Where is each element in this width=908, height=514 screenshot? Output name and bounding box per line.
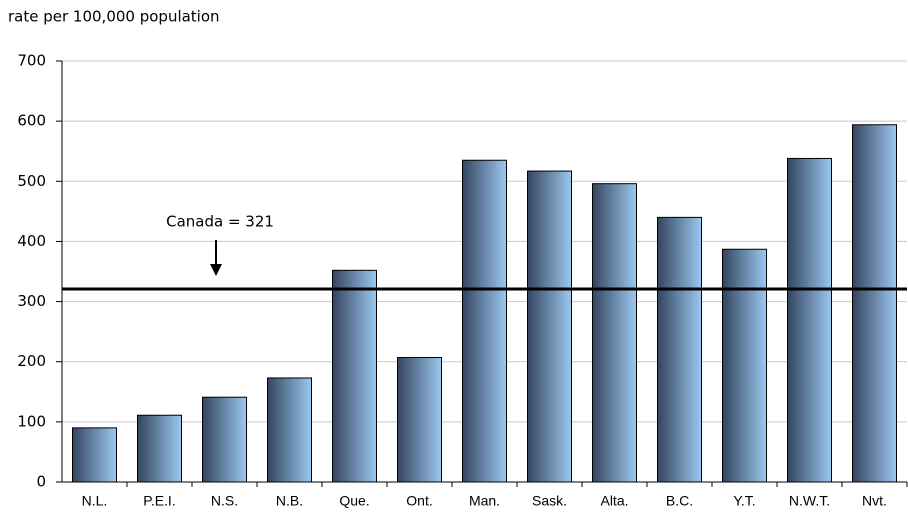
x-tick-label: Man. [469,493,500,509]
bar [852,124,897,483]
bar [267,377,312,483]
bar [202,396,247,483]
y-tick-label: 200 [17,352,46,370]
x-tick-label: N.B. [276,493,303,509]
y-axis-label: rate per 100,000 population [8,8,220,26]
bar [72,427,117,483]
bar [397,357,442,483]
bar [527,170,572,483]
x-tick-label: N.L. [82,493,108,509]
x-tick-label: Y.T. [733,493,755,509]
x-tick-label: Sask. [532,493,567,509]
x-tick-label: B.C. [666,493,693,509]
x-tick-label: N.S. [211,493,238,509]
bar [787,157,832,483]
bar [592,183,637,483]
x-tick-label: Que. [339,493,369,509]
y-tick-label: 0 [36,473,46,491]
bar [137,414,182,483]
bar [332,269,377,483]
y-tick-label: 500 [17,172,46,190]
y-tick-label: 100 [17,412,46,430]
x-tick-label: P.E.I. [143,493,175,509]
bar [722,248,767,483]
reference-label: Canada = 321 [166,213,274,231]
x-tick-label: Ont. [406,493,432,509]
y-tick-label: 700 [17,52,46,70]
x-tick-label: Nvt. [862,493,887,509]
arrow-head [210,264,222,276]
x-tick-label: Alta. [600,493,628,509]
x-tick-label: N.W.T. [789,493,830,509]
bar [657,216,702,483]
y-tick-label: 400 [17,232,46,250]
y-tick-label: 300 [17,292,46,310]
bar [462,159,507,483]
y-tick-label: 600 [17,112,46,130]
